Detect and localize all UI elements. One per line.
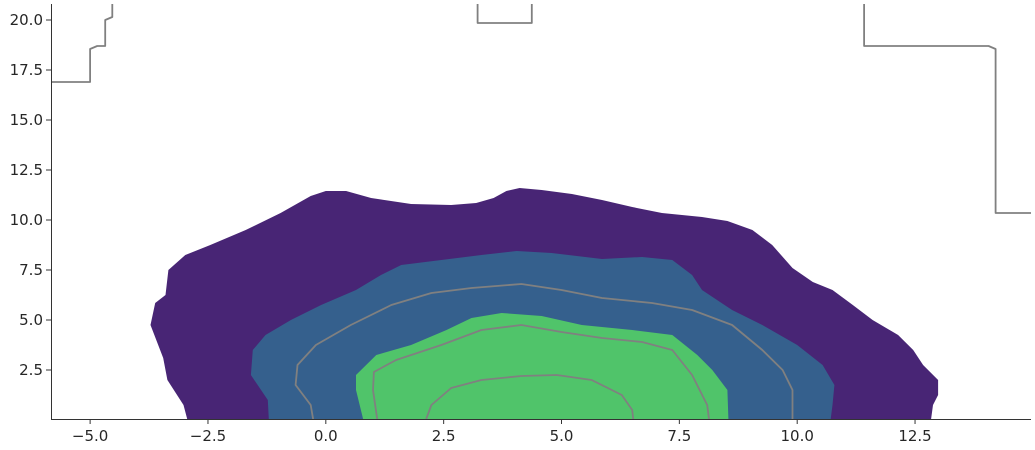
x-tick-label: 10.0 [780,427,813,445]
y-tick-label: 17.5 [10,61,43,79]
contour-line-6 [863,4,1031,214]
x-tick-label: 5.0 [550,427,574,445]
y-tick-label: 20.0 [10,11,43,29]
contour-line-1 [294,283,794,420]
contour-line-2 [372,324,710,420]
filled-contour-level-3 [356,313,729,419]
contour-line-5 [476,4,533,24]
contour-line-4 [51,4,114,83]
x-tick-label: 7.5 [667,427,691,445]
x-tick-label: 0.0 [314,427,338,445]
y-tick-label: 2.5 [19,361,43,379]
filled-contours [150,188,939,419]
y-tick-label: 12.5 [10,161,43,179]
x-tick-label: 12.5 [898,427,931,445]
contour-lines [51,4,1031,420]
contour-line-3 [425,374,635,420]
y-axis-ticks: 2.5 5.0 7.5 10.0 12.5 15.0 17.5 20.0 [10,11,51,379]
y-tick-label: 7.5 [19,261,43,279]
x-tick-label: −5.0 [72,427,108,445]
y-tick-label: 15.0 [10,111,43,129]
y-tick-label: 10.0 [10,211,43,229]
x-tick-label: 2.5 [432,427,456,445]
x-tick-label: −2.5 [190,427,226,445]
x-axis-ticks: −5.0 −2.5 0.0 2.5 5.0 7.5 10.0 12.5 [72,419,932,445]
y-tick-label: 5.0 [19,311,43,329]
